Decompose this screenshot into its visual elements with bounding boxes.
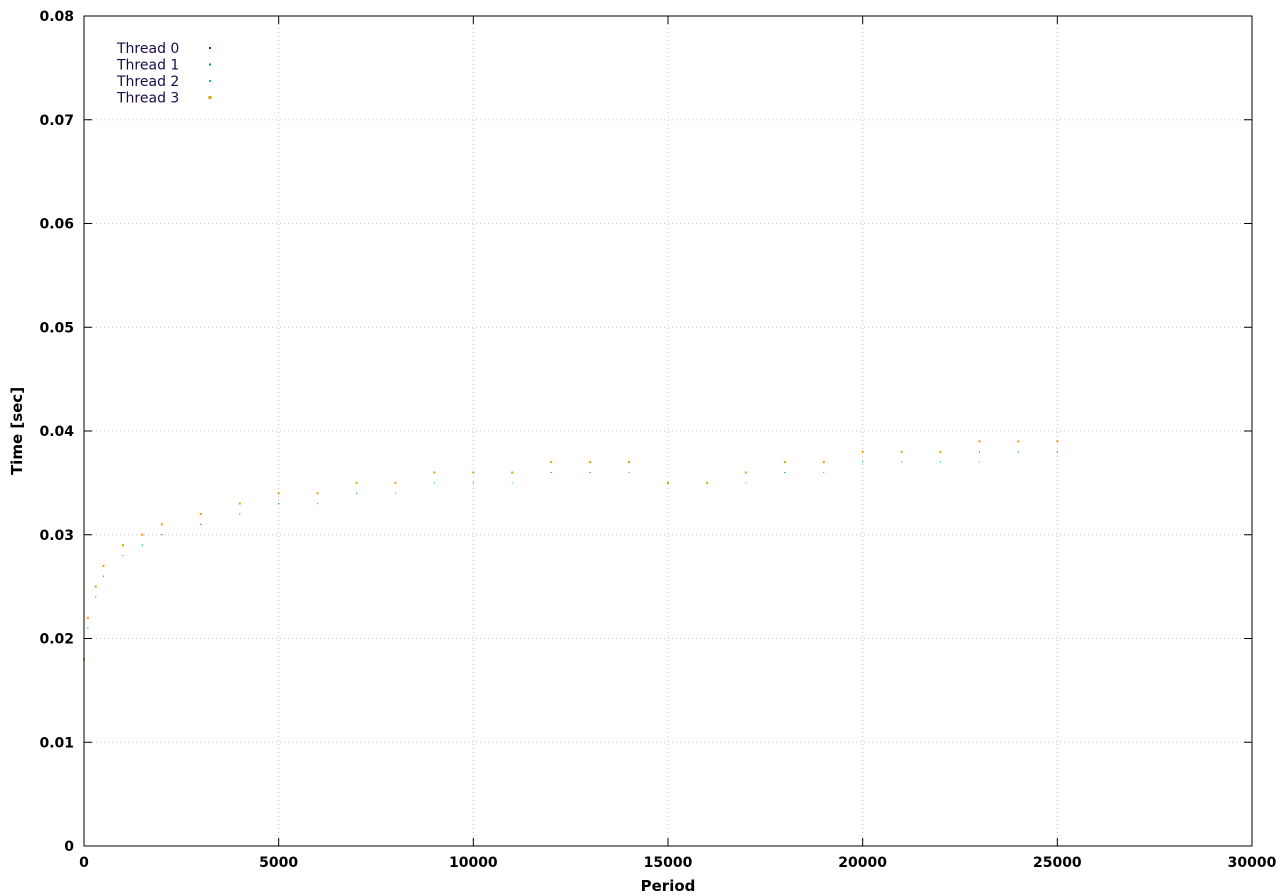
data-point-thread-3 [355,481,358,484]
y-tick-label: 0.05 [39,320,74,336]
data-point-thread-3 [1056,440,1059,443]
data-point-thread-2 [823,472,825,473]
data-point-thread-2 [862,461,864,463]
legend-label: Thread 0 [116,41,179,57]
data-point-thread-3 [199,513,202,515]
data-point-thread-2 [978,461,980,463]
x-tick-label: 10000 [449,855,498,871]
data-point-thread-3 [316,492,319,495]
data-point-thread-2 [278,503,280,505]
x-tick-label: 30000 [1228,855,1277,871]
x-tick-label: 5000 [259,855,298,871]
data-point-thread-3 [394,481,397,484]
data-point-thread-3 [978,440,981,443]
data-point-thread-2 [122,555,124,556]
x-tick-label: 20000 [838,855,887,871]
data-point-thread-2 [239,513,241,515]
data-point-thread-3 [238,502,241,505]
data-point-thread-3 [744,471,747,474]
y-tick-label: 0 [64,839,74,855]
data-point-thread-2 [200,523,202,525]
data-point-thread-3 [472,471,475,474]
y-tick-labels: 0 0.01 0.02 0.03 0.04 0.05 0.06 0.07 0.08 [39,9,74,855]
data-point-thread-3 [550,461,553,464]
data-point-thread-3 [628,461,631,464]
data-point-thread-3 [705,481,708,484]
legend-label: Thread 1 [116,58,179,74]
data-point-thread-3 [589,461,592,464]
data-point-thread-2 [141,544,143,546]
y-tick-label: 0.08 [39,9,74,25]
x-axis-title: Period [641,877,696,895]
data-point-thread-3 [141,533,144,536]
data-point-thread-2 [356,492,358,494]
data-point-thread-2 [394,492,396,494]
legend-label: Thread 3 [116,91,179,107]
data-point-thread-3 [86,616,89,619]
data-point-thread-3 [511,471,514,474]
data-point-thread-3 [1017,440,1020,443]
x-tick-label: 15000 [644,855,693,871]
y-tick-label: 0.03 [39,528,74,544]
legend-marker [209,63,211,66]
legend-marker [209,47,211,49]
data-point-thread-3 [433,471,436,474]
y-tick-label: 0.02 [39,632,74,648]
data-point-thread-2 [1017,451,1019,453]
data-point-thread-3 [939,450,942,453]
legend-marker [209,80,211,82]
legend-label: Thread 2 [116,74,179,90]
y-tick-label: 0.04 [39,424,74,440]
data-point-thread-3 [822,461,825,464]
y-tick-label: 0.06 [39,217,74,233]
x-tick-label: 0 [79,855,89,871]
data-point-thread-2 [87,627,89,629]
y-tick-label: 0.07 [39,113,74,129]
data-point-thread-3 [667,481,669,484]
data-point-thread-2 [102,575,104,577]
data-point-thread-2 [433,482,435,484]
data-point-thread-3 [277,492,280,495]
data-point-thread-3 [94,585,97,588]
data-point-thread-2 [940,461,942,463]
data-point-thread-2 [901,461,903,463]
data-point-thread-2 [317,503,319,505]
plot-frame [83,15,1253,847]
data-point-thread-2 [745,482,747,484]
x-tick-label: 25000 [1033,855,1082,871]
data-point-thread-2 [95,596,97,598]
data-point-thread-2 [628,472,630,473]
y-tick-label: 0.01 [39,735,74,751]
data-point-thread-3 [160,523,163,526]
data-point-thread-3 [102,564,105,567]
data-point-thread-2 [511,482,513,484]
data-points [83,440,1059,681]
data-point-thread-2 [1056,451,1058,453]
data-point-thread-1 [978,451,980,453]
y-axis-title: Time [sec] [8,387,26,475]
data-point-thread-3 [900,450,903,453]
grid-lines [84,16,1252,846]
data-point-thread-2 [472,482,474,484]
data-point-thread-2 [589,472,591,473]
data-point-thread-2 [784,472,786,473]
legend-marker [208,96,212,99]
data-point-thread-3 [861,450,864,453]
data-point-thread-2 [550,472,552,473]
data-point-thread-3 [121,544,124,547]
x-tick-labels: 0 5000 10000 15000 20000 25000 30000 [79,855,1276,871]
data-point-thread-2 [161,534,163,536]
data-point-thread-3 [783,461,786,464]
